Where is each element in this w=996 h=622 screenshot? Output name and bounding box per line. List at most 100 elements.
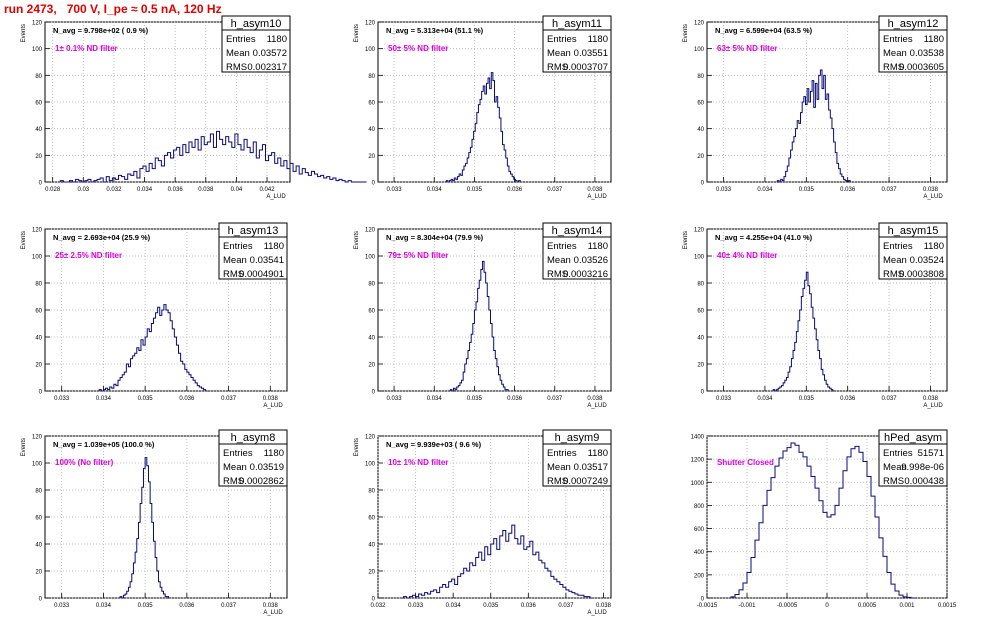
stats-rms-value: 0.0003808 — [899, 269, 944, 280]
x-axis-label: A_LUD — [266, 194, 286, 200]
histogram-line — [730, 442, 915, 599]
y-tick-label: 120 — [365, 228, 376, 234]
chart-panel-2: 0 20 40 60 80 100 120 0.033 0.034 0.035 0.036 0.037… — [354, 15, 612, 200]
x-tick-label: 0.035 — [138, 396, 154, 402]
y-tick-label: 20 — [368, 154, 375, 160]
y-axis-label: Events — [21, 438, 27, 456]
filter-label: 100% (No filter) — [55, 458, 114, 467]
x-axis-label: A_LUD — [923, 194, 943, 200]
stats-rms-label: RMS — [883, 476, 904, 487]
histogram-line — [772, 271, 835, 392]
y-tick-label: 60 — [368, 309, 375, 315]
chart-panel-5: 0 20 40 60 80 100 120 0.033 0.034 0.035 0.036 0.037… — [354, 222, 612, 409]
stats-rms-label: RMS — [883, 62, 904, 73]
stats-rms-label: RMS — [547, 476, 568, 487]
x-tick-label: -0.001 — [738, 603, 756, 609]
filter-label: 10± 1% ND filter — [388, 458, 448, 467]
x-tick-label: 0.038 — [263, 603, 279, 609]
stats-rms-value: 0.002317 — [247, 62, 287, 73]
stats-entries-label: Entries — [547, 241, 577, 252]
x-tick-label: 0.032 — [370, 603, 386, 609]
navg-label: N_avg = 9.798e+02 ( 0.9 %) — [53, 26, 149, 35]
y-axis-label: Events — [21, 231, 27, 249]
x-axis-label: A_LUD — [923, 403, 943, 409]
x-tick-label: 0.037 — [547, 396, 563, 402]
y-tick-label: 40 — [35, 127, 42, 133]
y-tick-label: 20 — [35, 154, 42, 160]
navg-label: N_avg = 2.693e+04 (25.9 %) — [53, 233, 151, 242]
y-tick-label: 60 — [697, 101, 704, 107]
navg-label: N_avg = 8.304e+04 (79.9 %) — [386, 233, 484, 242]
stats-mean-value: 0.03526 — [574, 255, 608, 266]
x-tick-label: 0.037 — [882, 396, 898, 402]
filter-label: 79± 5% ND filter — [388, 251, 448, 260]
histogram-line — [776, 69, 851, 183]
filter-label: Shutter Closed — [717, 458, 774, 467]
y-tick-label: 0 — [39, 597, 43, 603]
y-axis-label: Events — [683, 24, 689, 42]
y-tick-label: 800 — [694, 504, 705, 510]
x-tick-label: 0.035 — [138, 603, 154, 609]
x-tick-label: 0.038 — [587, 187, 603, 193]
y-tick-label: 400 — [694, 550, 705, 556]
x-tick-label: 0.036 — [179, 396, 195, 402]
x-tick-label: 0.0005 — [858, 603, 877, 609]
y-tick-label: 80 — [697, 282, 704, 288]
x-tick-label: 0.001 — [899, 603, 915, 609]
y-tick-label: 100 — [32, 462, 43, 468]
y-tick-label: 0 — [372, 181, 376, 187]
y-tick-label: 80 — [35, 489, 42, 495]
histogram-line — [400, 524, 593, 599]
x-tick-label: 0.028 — [45, 187, 61, 193]
navg-label: N_avg = 5.313e+04 (51.1 %) — [386, 26, 484, 35]
y-tick-label: 120 — [365, 21, 376, 27]
x-tick-label: 0.04 — [231, 187, 243, 193]
stats-entries-value: 1180 — [588, 448, 608, 459]
y-tick-label: 20 — [368, 363, 375, 369]
chart-panel-3: 0 20 40 60 80 100 120 0.033 0.034 0.035 0.036 0.037… — [683, 15, 948, 200]
stats-entries-value: 1180 — [924, 34, 944, 45]
y-tick-label: 200 — [694, 573, 705, 579]
stats-box — [542, 429, 612, 487]
x-tick-label: 0.036 — [507, 396, 523, 402]
stats-entries-label: Entries — [883, 241, 913, 252]
x-tick-label: 0.03 — [77, 187, 89, 193]
y-tick-label: 20 — [697, 363, 704, 369]
histogram-title: h_asym10 — [231, 18, 282, 30]
stats-box — [218, 429, 288, 487]
x-axis-label: A_LUD — [263, 610, 283, 616]
x-tick-label: 0.038 — [596, 603, 612, 609]
y-tick-label: 0 — [39, 390, 43, 396]
x-tick-label: 0.035 — [799, 187, 815, 193]
x-tick-label: 0.034 — [96, 396, 112, 402]
stats-entries-label: Entries — [883, 448, 913, 459]
stats-box — [878, 15, 948, 73]
x-tick-label: 0.037 — [221, 603, 237, 609]
x-tick-label: 0.038 — [923, 396, 939, 402]
x-tick-label: 0.033 — [408, 603, 424, 609]
x-tick-label: 0.037 — [221, 396, 237, 402]
y-tick-label: 20 — [35, 570, 42, 576]
stats-mean-label: Mean — [547, 255, 571, 266]
stats-rms-value: 0.0004901 — [239, 269, 284, 280]
y-tick-label: 20 — [697, 154, 704, 160]
x-tick-label: 0.038 — [923, 187, 939, 193]
y-tick-label: 1400 — [691, 435, 705, 441]
histogram-title: h_asym11 — [552, 18, 602, 30]
x-axis-label: A_LUD — [587, 610, 607, 616]
x-axis-label: A_LUD — [587, 194, 607, 200]
y-tick-label: 120 — [694, 21, 705, 27]
y-tick-label: 120 — [32, 435, 43, 441]
y-tick-label: 100 — [694, 47, 705, 53]
stats-entries-value: 1180 — [588, 241, 608, 252]
y-axis-label: Events — [21, 24, 27, 42]
y-tick-label: 80 — [368, 489, 375, 495]
navg-label: N_avg = 4.255e+04 (41.0 %) — [715, 233, 813, 242]
y-tick-label: 60 — [35, 516, 42, 522]
stats-entries-label: Entries — [223, 241, 253, 252]
y-tick-label: 60 — [368, 516, 375, 522]
x-tick-label: 0 — [825, 603, 829, 609]
chart-panel-4: 0 20 40 60 80 100 120 0.033 0.034 0.035 0.036 0.037… — [21, 222, 288, 409]
x-tick-label: 0.034 — [427, 396, 443, 402]
x-tick-label: -0.0005 — [777, 603, 798, 609]
